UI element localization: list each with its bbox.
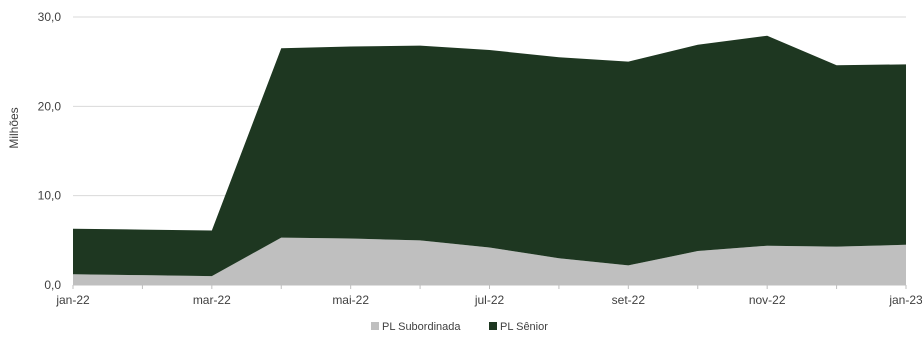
y-tick-label: 20,0 <box>38 99 62 113</box>
y-tick-label: 0,0 <box>44 278 61 292</box>
legend-swatch <box>489 322 497 330</box>
area-pl-s-nior <box>73 35 906 277</box>
y-axis-label: Milhões <box>7 107 21 148</box>
axes: 0,0 10,0 20,0 30,0 jan-22 mar-22 mai-22 jul-22 s… <box>38 10 922 307</box>
x-tick-label: mar-22 <box>193 293 231 307</box>
legend-label: PL Subordinada <box>382 321 461 333</box>
x-tick-label: set-22 <box>612 293 646 307</box>
legend-label: PL Sênior <box>500 321 548 333</box>
x-tick-label: mai-22 <box>332 293 369 307</box>
area-series <box>73 35 906 285</box>
legend: PL Subordinada PL Sênior <box>371 321 548 333</box>
x-tick-label: nov-22 <box>749 293 786 307</box>
x-tick-label: jan-23 <box>888 293 922 307</box>
y-tick-label: 30,0 <box>38 10 62 24</box>
y-tick-label: 10,0 <box>38 189 62 203</box>
legend-swatch <box>371 322 379 330</box>
x-tick-label: jul-22 <box>474 293 505 307</box>
area-pl-subordinada <box>73 237 906 285</box>
x-tick-label: jan-22 <box>55 293 90 307</box>
